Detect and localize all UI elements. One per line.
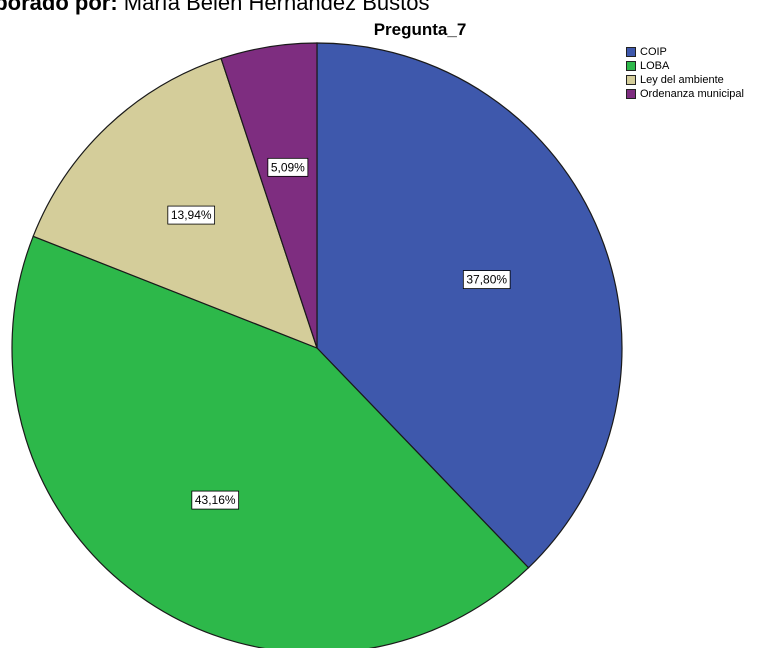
legend-label: COIP (640, 46, 667, 58)
legend-item: COIP (626, 45, 744, 59)
data-label-text: 5,09% (271, 160, 305, 174)
data-label-box (191, 490, 240, 510)
legend-swatch (626, 75, 636, 85)
data-label-text: 43,16% (195, 493, 236, 507)
data-label-box (167, 205, 216, 225)
data-label: 37,80% (462, 270, 511, 289)
pie-slice-loba (11, 235, 530, 648)
legend-label: Ley del ambiente (640, 74, 724, 86)
legend-swatch (626, 61, 636, 71)
data-label: 13,94% (167, 205, 216, 225)
legend-label: Ordenanza municipal (640, 88, 744, 100)
legend-swatch (626, 89, 636, 99)
data-label: 43,16% (191, 490, 240, 510)
legend-label: LOBA (640, 60, 670, 72)
legend-item: Ley del ambiente (626, 73, 744, 87)
caption-bold: aborado por: (0, 0, 118, 15)
legend-swatch (626, 47, 636, 57)
data-label: 5,09% (267, 157, 309, 177)
data-label-text: 13,94% (171, 208, 212, 222)
chart-title: Pregunta_7 (373, 20, 467, 39)
pie-slice-coip (316, 42, 623, 569)
pie-slice-ley-del-ambiente (32, 57, 318, 350)
pie-slice-ordenanza-municipal (220, 42, 318, 349)
data-label-box (462, 270, 511, 289)
caption-text: María Belén Hernández Bustos (117, 0, 430, 15)
data-label-box (267, 157, 309, 177)
caption: aborado por: María Belén Hernández Busto… (0, 0, 777, 15)
legend-item: LOBA (626, 59, 744, 73)
legend-item: Ordenanza municipal (626, 87, 744, 101)
legend: COIP LOBA Ley del ambiente Ordenanza munici… (626, 45, 744, 101)
data-label-text: 37,80% (466, 273, 507, 287)
